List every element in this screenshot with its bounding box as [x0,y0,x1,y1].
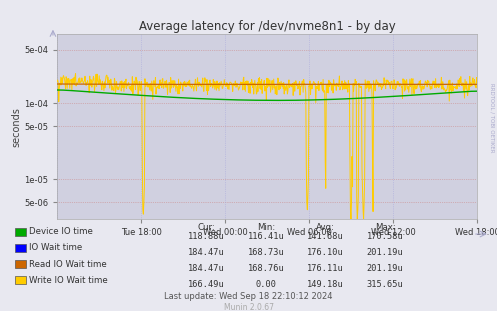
Text: Last update: Wed Sep 18 22:10:12 2024: Last update: Wed Sep 18 22:10:12 2024 [164,292,333,300]
Text: IO Wait time: IO Wait time [29,244,82,252]
Text: Cur:: Cur: [197,223,215,232]
Text: 184.47u: 184.47u [188,248,225,257]
Text: Munin 2.0.67: Munin 2.0.67 [224,303,273,311]
Text: Read IO Wait time: Read IO Wait time [29,260,106,268]
Text: Avg:: Avg: [316,223,335,232]
Text: 201.19u: 201.19u [367,264,404,273]
Text: 141.68u: 141.68u [307,232,344,241]
Text: 166.49u: 166.49u [188,281,225,289]
Text: Device IO time: Device IO time [29,227,93,236]
Title: Average latency for /dev/nvme8n1 - by day: Average latency for /dev/nvme8n1 - by da… [139,20,396,33]
Text: 118.88u: 118.88u [188,232,225,241]
Text: 201.19u: 201.19u [367,248,404,257]
Text: 176.11u: 176.11u [307,264,344,273]
Text: Max:: Max: [375,223,396,232]
Text: 0.00: 0.00 [255,281,276,289]
Text: 149.18u: 149.18u [307,281,344,289]
Text: 168.76u: 168.76u [248,264,284,273]
Text: Write IO Wait time: Write IO Wait time [29,276,107,285]
Text: 184.47u: 184.47u [188,264,225,273]
Y-axis label: seconds: seconds [11,107,21,147]
Text: 116.41u: 116.41u [248,232,284,241]
Text: Min:: Min: [257,223,275,232]
Text: 168.73u: 168.73u [248,248,284,257]
Text: 315.65u: 315.65u [367,281,404,289]
Text: 176.10u: 176.10u [307,248,344,257]
Text: 170.58u: 170.58u [367,232,404,241]
Text: RRDTOOL / TOBI OETIKER: RRDTOOL / TOBI OETIKER [490,83,495,153]
